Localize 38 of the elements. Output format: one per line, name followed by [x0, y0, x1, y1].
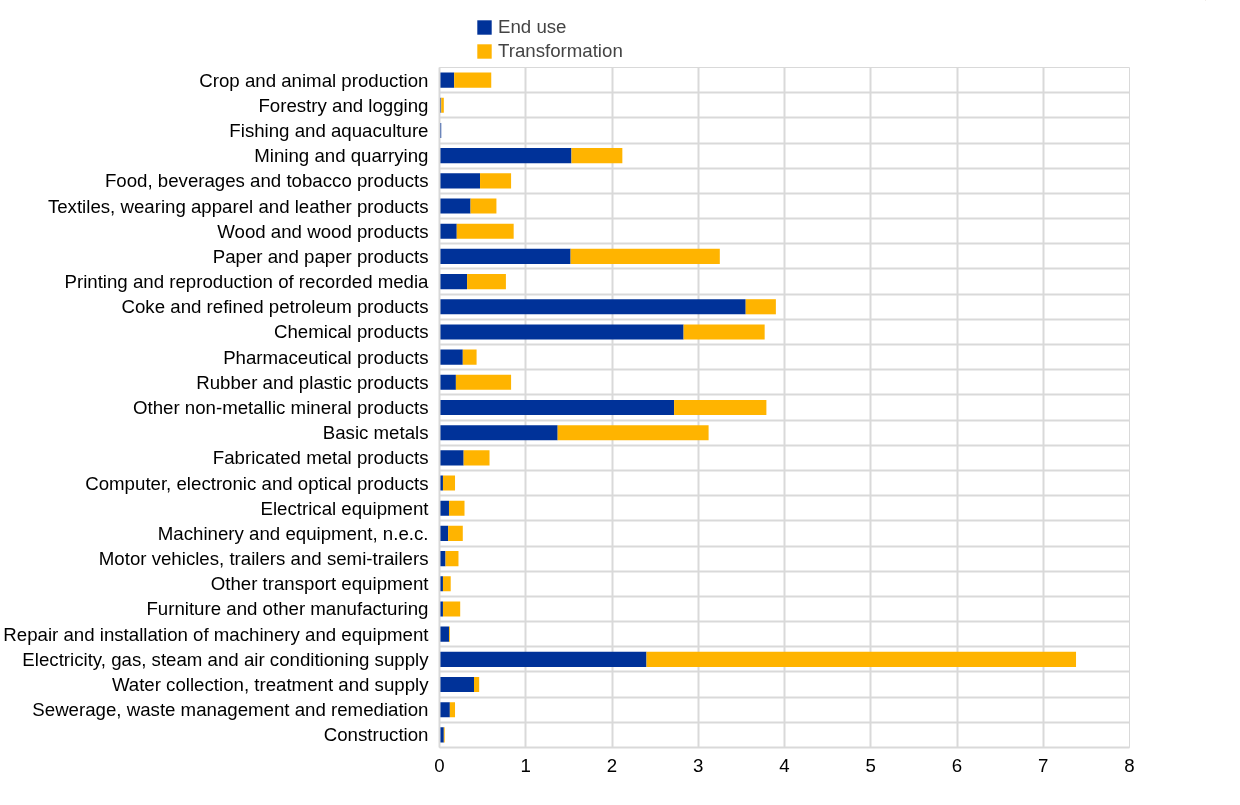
x-tick-label: 1: [520, 754, 531, 776]
y-tick-label: Basic metals: [322, 422, 429, 444]
x-tick-label: 6: [951, 754, 963, 776]
y-tick-label: Printing and reproduction of recorded media: [64, 271, 430, 293]
y-tick-label: Fishing and aquaculture: [229, 119, 429, 141]
y-tick-label: Machinery and equipment, n.e.c.: [157, 522, 429, 544]
y-tick-label: Electrical equipment: [260, 497, 430, 519]
y-tick-label: Forestry and logging: [258, 94, 429, 116]
x-tick-label: 0: [434, 754, 445, 776]
y-tick-label: Textiles, wearing apparel and leather products: [47, 195, 429, 217]
y-tick-label: Pharmaceutical products: [223, 346, 429, 368]
y-tick-label: Sewerage, waste management and remediation: [32, 699, 429, 721]
x-tick-label: 7: [1038, 754, 1049, 776]
y-tick-label: Furniture and other manufacturing: [146, 598, 429, 620]
x-tick-label: 4: [779, 754, 790, 776]
y-tick-label: Chemical products: [274, 321, 429, 343]
y-tick-label: Motor vehicles, trailers and semi-trailers: [98, 548, 429, 570]
y-tick-label: Coke and refined petroleum products: [121, 296, 429, 318]
y-tick-label: Water collection, treatment and supply: [111, 674, 430, 696]
y-tick-label: Mining and quarrying: [254, 145, 429, 167]
y-tick-label: Construction: [323, 724, 429, 746]
x-tick-label: 8: [1124, 754, 1135, 776]
x-tick-label: 2: [606, 754, 618, 776]
y-tick-label: Fabricated metal products: [212, 447, 429, 469]
x-tick-label: 3: [693, 754, 704, 776]
y-tick-label: Computer, electronic and optical products: [85, 472, 429, 494]
x-tick-label: 5: [865, 754, 876, 776]
y-tick-label: Rubber and plastic products: [196, 371, 429, 393]
y-tick-label: Repair and installation of machinery and equipment: [3, 623, 430, 645]
y-tick-label: Crop and animal production: [199, 69, 429, 91]
y-tick-label: Other non-metallic mineral products: [132, 397, 429, 418]
y-tick-label: Wood and wood products: [217, 220, 429, 242]
y-tick-label: Food, beverages and tobacco products: [104, 170, 429, 192]
legend-label: Transformation: [498, 40, 623, 62]
y-tick-label: Paper and paper products: [212, 245, 429, 267]
legend-label: End use: [498, 16, 567, 38]
y-tick-label: Other transport equipment: [210, 573, 430, 595]
y-tick-label: Electricity, gas, steam and air conditioning supply: [22, 648, 430, 670]
